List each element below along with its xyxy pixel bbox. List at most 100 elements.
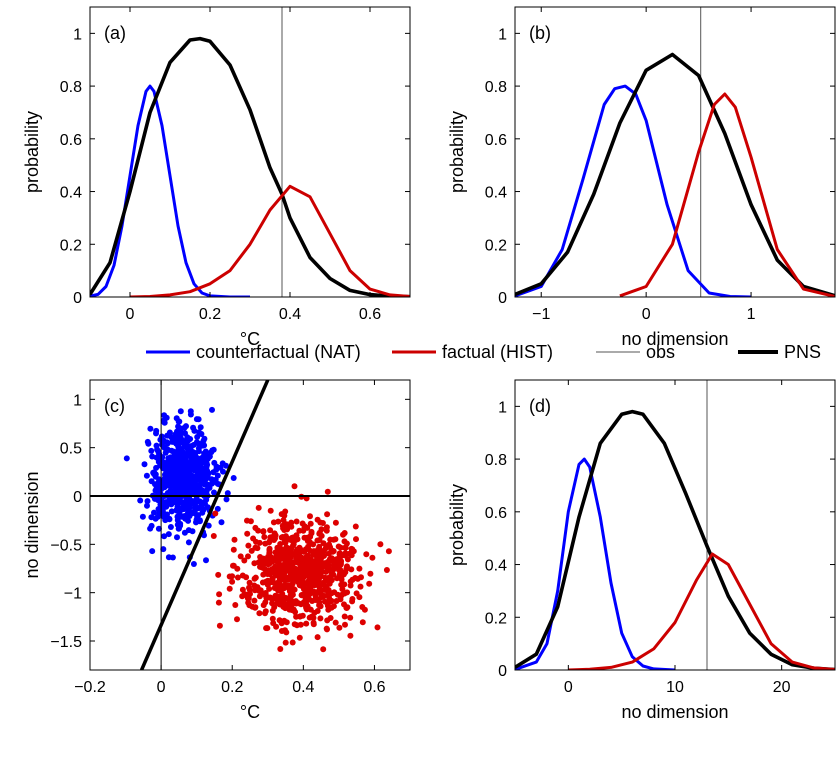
- nat-point: [172, 431, 179, 438]
- nat-point: [145, 440, 152, 447]
- hist-point: [234, 616, 240, 623]
- hist-point: [307, 572, 314, 579]
- hist-point: [327, 544, 334, 551]
- nat-point: [200, 506, 207, 513]
- hist-point: [347, 614, 354, 621]
- panel-label-bg: [524, 21, 568, 45]
- nat-point: [158, 462, 165, 469]
- hist-point: [276, 554, 283, 561]
- nat-point: [163, 414, 170, 421]
- hist-point: [245, 542, 252, 549]
- hist-point: [311, 590, 318, 597]
- hist-point: [251, 582, 258, 589]
- nat-point: [144, 502, 150, 509]
- hist-point: [271, 604, 278, 611]
- hist-point: [284, 567, 291, 573]
- hist-point: [369, 554, 376, 561]
- nat-point: [188, 472, 195, 479]
- hist-point: [358, 574, 364, 581]
- y-tick-label: 1: [73, 392, 82, 409]
- nat-point: [165, 554, 172, 561]
- nat-point: [162, 517, 169, 524]
- y-tick-label: −1.5: [50, 634, 82, 651]
- y-tick-label: 0: [498, 290, 507, 307]
- y-tick-label: 1: [498, 399, 507, 416]
- nat-point: [188, 443, 195, 449]
- hist-point: [210, 533, 217, 539]
- nat-point: [155, 525, 162, 532]
- nat-point: [192, 462, 199, 469]
- y-tick-label: 0.2: [60, 237, 82, 254]
- nat-point: [195, 445, 202, 452]
- hist-point: [251, 587, 258, 594]
- hist-point: [289, 639, 296, 646]
- hist-point: [232, 602, 239, 608]
- y-axis-label: probability: [22, 111, 42, 193]
- hist-point: [255, 504, 262, 511]
- nat-point: [168, 473, 175, 479]
- nat-point: [208, 480, 215, 487]
- hist-point: [256, 593, 263, 600]
- hist-point: [229, 578, 236, 585]
- x-axis-label: no dimension: [621, 329, 728, 349]
- nat-point: [144, 498, 151, 505]
- hist-point: [215, 571, 222, 578]
- hist-point: [284, 550, 291, 557]
- nat-point: [203, 557, 209, 564]
- hist-point: [283, 619, 290, 626]
- nat-point: [160, 546, 167, 553]
- nat-point: [163, 468, 170, 475]
- hist-point: [276, 575, 283, 582]
- hist-point: [288, 523, 295, 530]
- hist-point: [280, 517, 287, 524]
- panel-d: 0 10 20 0 0.2 0.4 0.6 0.8 1 no dimension probabili…: [447, 379, 836, 722]
- nat-point: [194, 434, 201, 440]
- hist-point: [286, 597, 293, 604]
- hist-point: [315, 552, 322, 559]
- hist-point: [299, 520, 306, 527]
- hist-point: [281, 512, 288, 519]
- hist-point: [367, 570, 374, 577]
- x-tick-label: −0.2: [74, 679, 106, 696]
- legend-label: obs: [646, 342, 675, 362]
- nat-point: [173, 507, 180, 513]
- nat-point: [202, 481, 208, 488]
- x-tick-label: 10: [666, 679, 684, 696]
- hist-point: [296, 634, 303, 641]
- hist-point: [283, 544, 290, 551]
- hist-point: [256, 610, 263, 617]
- nat-point: [195, 505, 202, 512]
- nat-point: [137, 497, 144, 504]
- nat-point: [149, 453, 156, 460]
- nat-point: [203, 496, 210, 503]
- hist-point: [348, 549, 355, 555]
- nat-point: [166, 429, 173, 436]
- nat-point: [185, 539, 192, 546]
- x-tick-label: 0.2: [221, 679, 243, 696]
- hist-point: [291, 483, 298, 490]
- hist-point: [276, 617, 283, 624]
- hist-point: [275, 593, 282, 600]
- hist-point: [321, 581, 328, 588]
- nat-point: [179, 447, 186, 454]
- y-tick-label: 0.4: [485, 558, 507, 575]
- y-axis-label: no dimension: [22, 471, 42, 578]
- hist-point: [215, 599, 222, 606]
- nat-point: [197, 467, 204, 474]
- hist-point: [340, 531, 346, 538]
- hist-point: [383, 567, 390, 573]
- nat-point: [195, 476, 202, 483]
- hist-point: [244, 517, 250, 524]
- hist-point: [308, 613, 315, 620]
- x-tick-label: 0: [126, 306, 135, 323]
- hist-point: [246, 602, 253, 609]
- hist-point: [264, 625, 271, 632]
- hist-point: [251, 575, 258, 582]
- hist-point: [298, 592, 305, 598]
- nat-point: [213, 466, 220, 473]
- hist-point: [301, 572, 308, 579]
- hist-point: [295, 600, 302, 607]
- pns-curve: [515, 409, 835, 670]
- y-tick-label: 0.6: [485, 505, 507, 522]
